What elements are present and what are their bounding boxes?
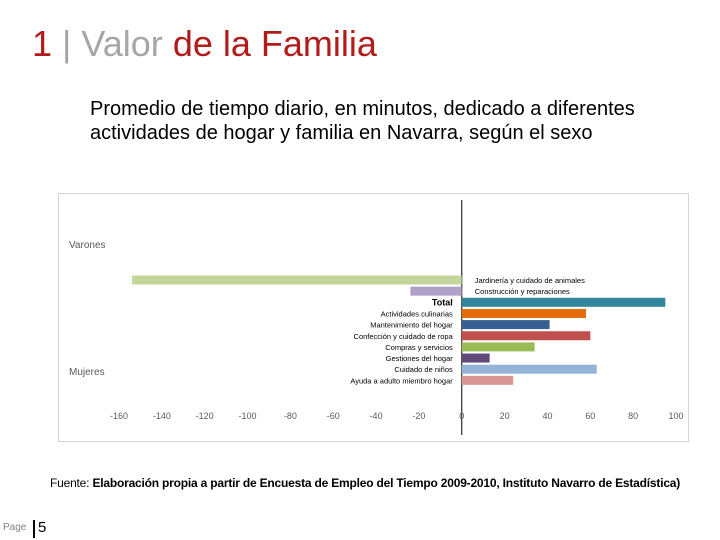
source-note: Fuente: Elaboración propia a partir de E… [50, 476, 680, 490]
bar-7 [461, 342, 535, 352]
bar-2 [410, 286, 462, 296]
bar-9 [461, 364, 597, 374]
bar-10 [461, 375, 514, 385]
bar-8 [461, 353, 490, 363]
bar-5 [461, 320, 550, 330]
category-label-8: Gestiones del hogar [386, 354, 454, 363]
chart-subtitle: Promedio de tiempo diario, en minutos, d… [90, 98, 635, 144]
page-divider [33, 520, 35, 538]
category-label-1: Jardinería y cuidado de animales [475, 276, 585, 285]
category-label-10: Ayuda a adulto miembro hogar [350, 376, 453, 385]
bar-3 [461, 297, 666, 307]
title-word-valor: Valor [81, 23, 163, 64]
category-label-7: Compras y servicios [385, 343, 453, 352]
x-tick-label-13: 80 [628, 411, 638, 421]
group-label-women: Mujeres [69, 367, 105, 378]
x-tick-label-11: 40 [542, 411, 552, 421]
x-tick-label-8: -20 [412, 411, 425, 421]
x-tick-label-6: -60 [327, 411, 340, 421]
slide-title: 1 | Valor de la Familia [32, 22, 377, 66]
x-tick-label-1: -160 [110, 411, 128, 421]
x-tick-label-12: 60 [585, 411, 595, 421]
bar-chart: Varones Mujeres Jardinería y cuidado de an… [69, 200, 684, 435]
x-tick-label-5: -80 [284, 411, 297, 421]
x-tick-label-14: 100 [668, 411, 683, 421]
bar-1 [131, 275, 462, 285]
title-number: 1 [32, 23, 53, 64]
source-text: Elaboración propia a partir de Encuesta … [92, 476, 681, 490]
x-tick-label-4: -100 [239, 411, 257, 421]
bar-6 [461, 331, 591, 341]
x-tick-label-10: 20 [500, 411, 510, 421]
x-tick-label-3: -120 [196, 411, 214, 421]
title-separator: | [62, 23, 72, 64]
category-label-9: Cuidado de niños [394, 365, 453, 374]
category-label-4: Actividades culinarias [381, 309, 453, 318]
category-label-5: Mantenimiento del hogar [370, 321, 453, 330]
page-number: 5 [38, 519, 47, 536]
bar-4 [461, 308, 587, 318]
x-tick-label-7: -40 [370, 411, 383, 421]
category-label-3: Total [432, 297, 453, 307]
group-label-men: Varones [69, 240, 106, 251]
chart-frame: Varones Mujeres Jardinería y cuidado de an… [58, 193, 689, 442]
title-word-familia: de la Familia [172, 23, 377, 64]
x-tick-label-2: -140 [153, 411, 171, 421]
page-label: Page [3, 522, 27, 533]
category-label-6: Confección y cuidado de ropa [354, 332, 454, 341]
x-tick-label-9: 0 [459, 411, 464, 421]
category-label-2: Construcción y reparaciones [475, 287, 570, 296]
source-prefix: Fuente: [50, 476, 90, 490]
